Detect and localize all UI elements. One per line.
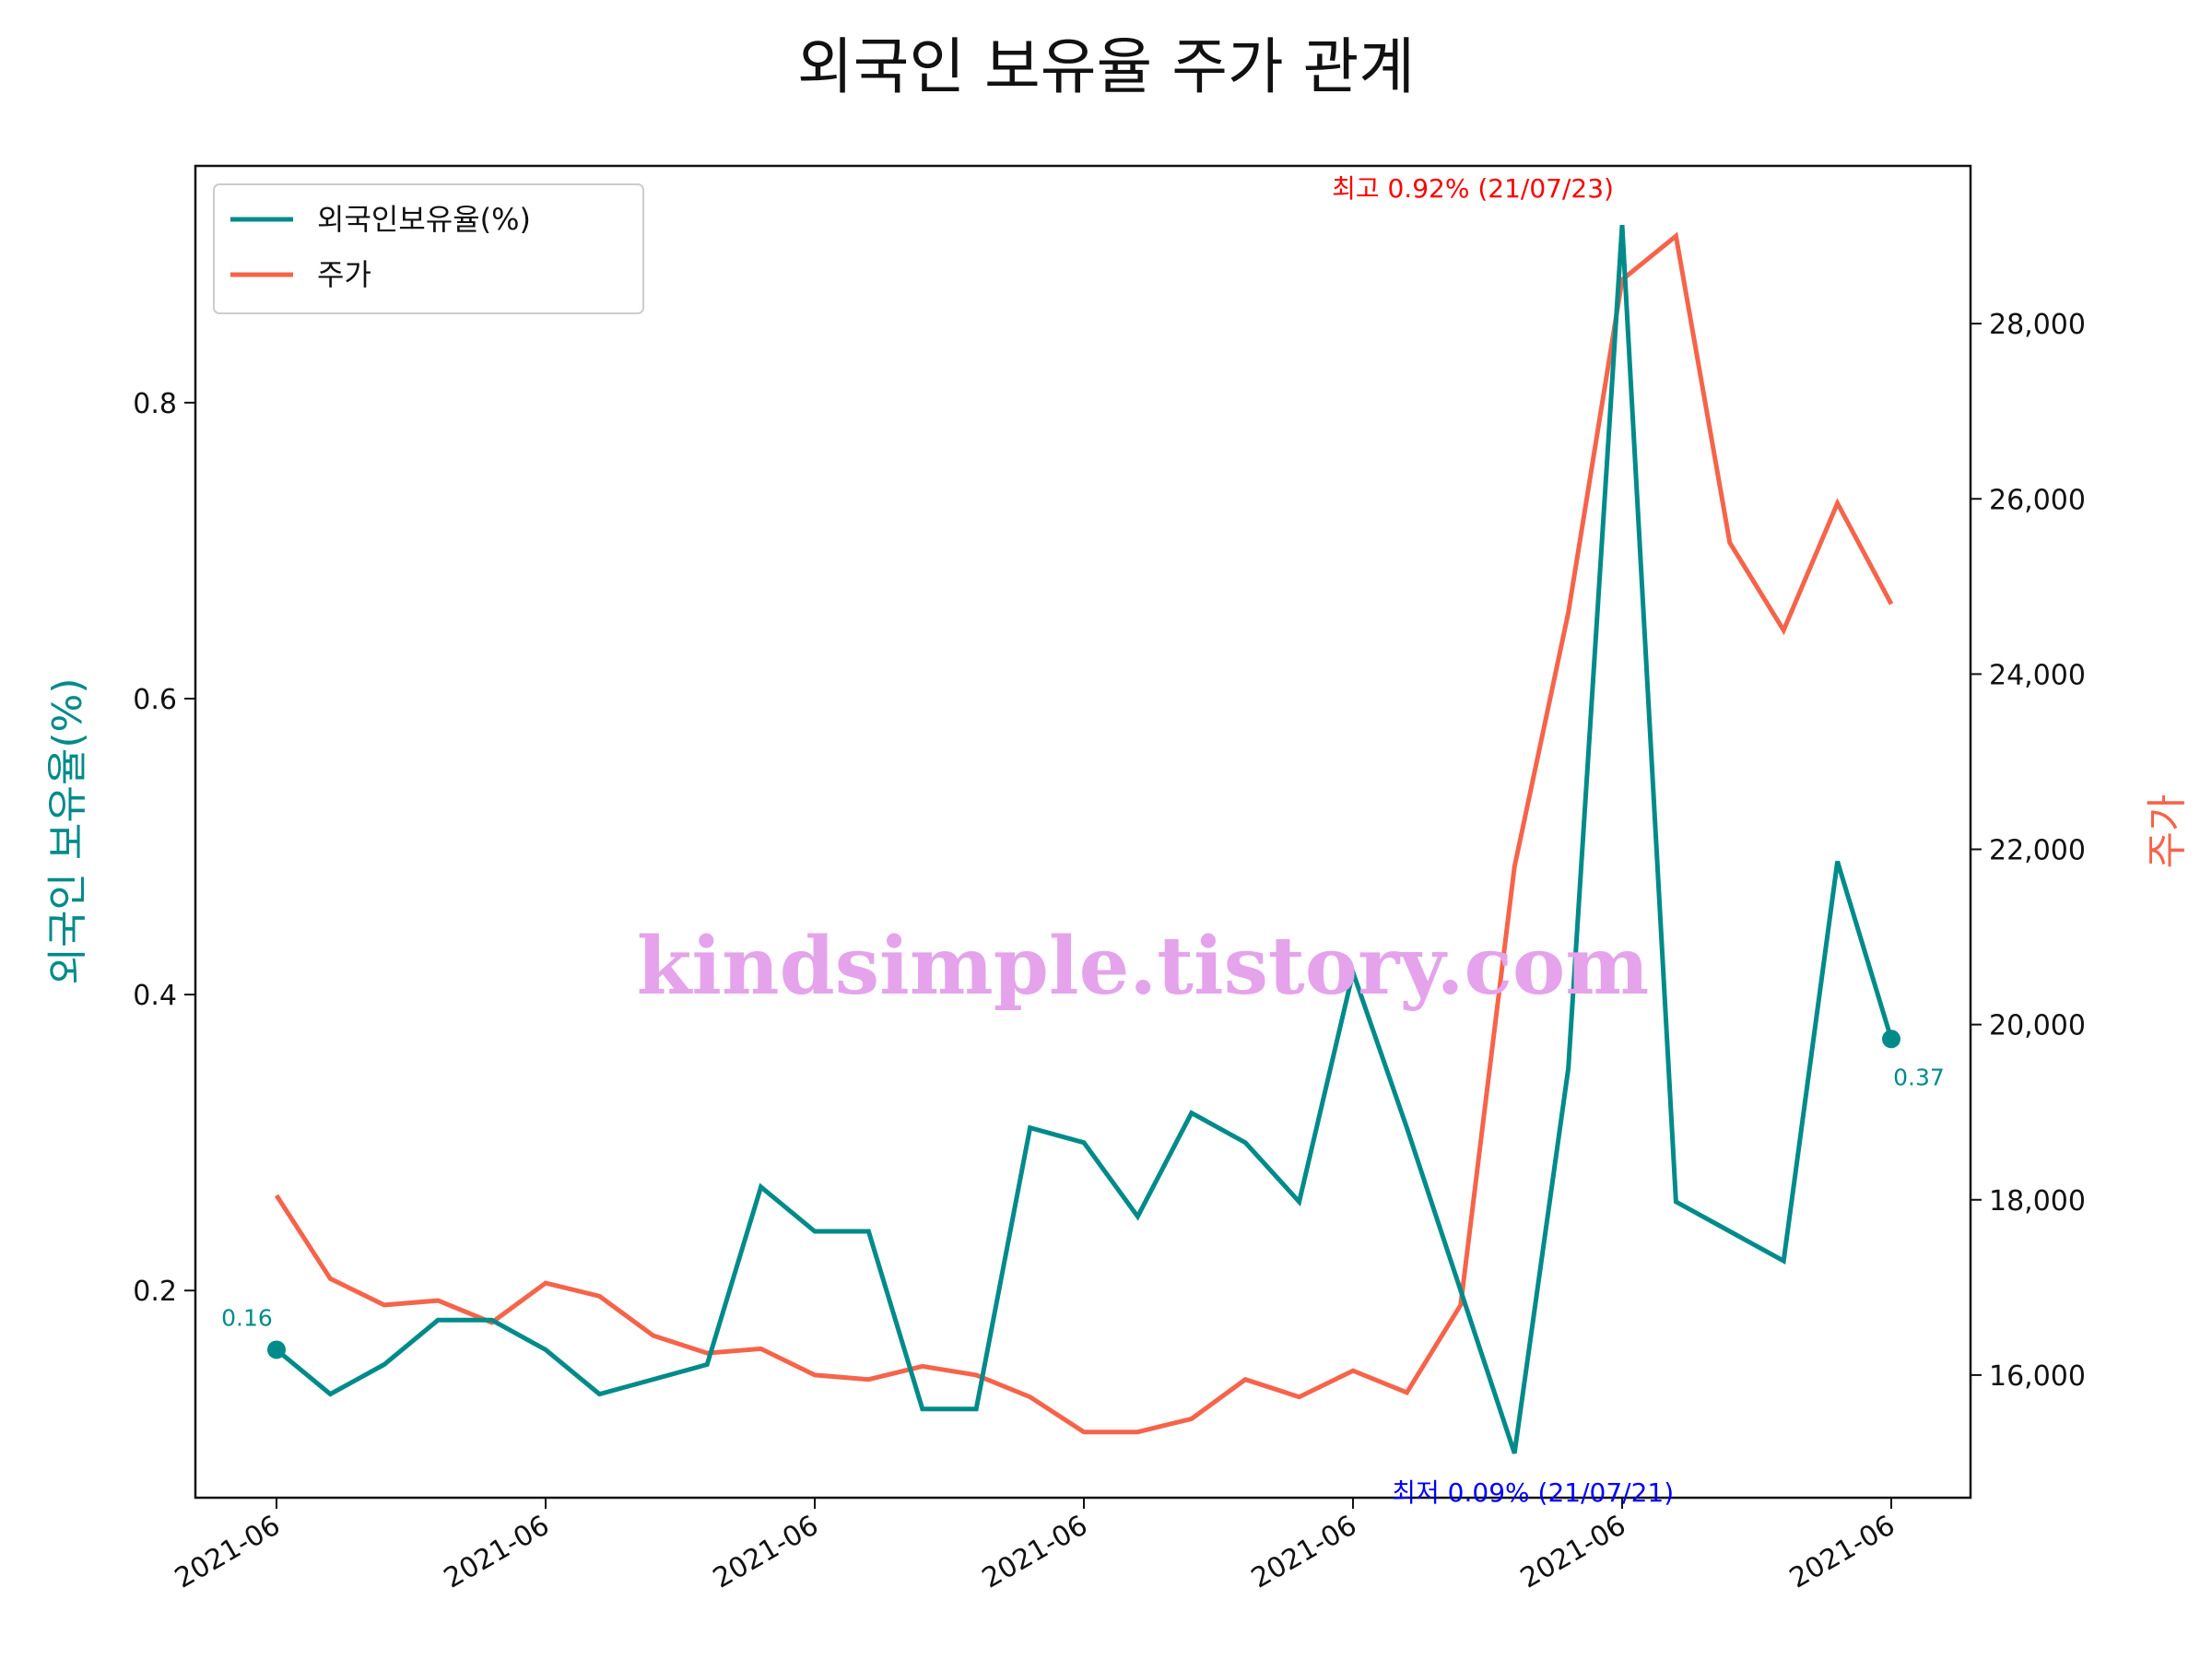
y-tick-label-right: 20,000: [1989, 1010, 2086, 1042]
plot-lines: [274, 225, 1894, 1454]
y-tick-label-left: 0.2: [133, 1276, 177, 1308]
watermark: kindsimple.tistory.com: [637, 920, 1649, 1013]
end-value-label: 0.37: [1893, 1064, 1945, 1090]
y-tick-label-right: 16,000: [1989, 1360, 2086, 1393]
legend: 외국인보유율(%) 주가: [213, 183, 644, 314]
series-line-foreign-ratio: [275, 225, 1894, 1454]
plot-markers: [267, 1030, 1900, 1359]
end-point-marker: [1882, 1030, 1900, 1049]
y-tick-label-left: 0.4: [133, 980, 177, 1012]
series-line-price: [274, 231, 1894, 1435]
max-annotation: 최고 0.92% (21/07/23): [1332, 173, 1614, 204]
annotations: 0.16 0.37 최고 0.92% (21/07/23) 최저 0.09% (21/…: [221, 173, 1945, 1508]
y-tick-label-left: 0.6: [133, 684, 177, 716]
y-tick-label-right: 22,000: [1989, 835, 2086, 867]
y-axis-label-right: 주가: [2144, 794, 2191, 869]
y-tick-label-right: 18,000: [1989, 1185, 2086, 1218]
start-value-label: 0.16: [221, 1304, 273, 1331]
min-annotation: 최저 0.09% (21/07/21): [1392, 1477, 1674, 1508]
y-tick-label-right: 28,000: [1989, 309, 2086, 341]
y-tick-label-right: 26,000: [1989, 484, 2086, 516]
y-tick-label-left: 0.8: [133, 388, 177, 420]
legend-box: [213, 183, 644, 314]
legend-label-foreign-ratio: 외국인보유율(%): [317, 202, 531, 237]
start-point-marker: [267, 1340, 286, 1359]
y-tick-label-right: 24,000: [1989, 659, 2086, 691]
y-axis-label-left: 외국인 보유율(%): [44, 677, 91, 984]
chart-title: 외국인 보유율 주가 관계: [797, 31, 1415, 102]
legend-label-price: 주가: [317, 257, 371, 292]
